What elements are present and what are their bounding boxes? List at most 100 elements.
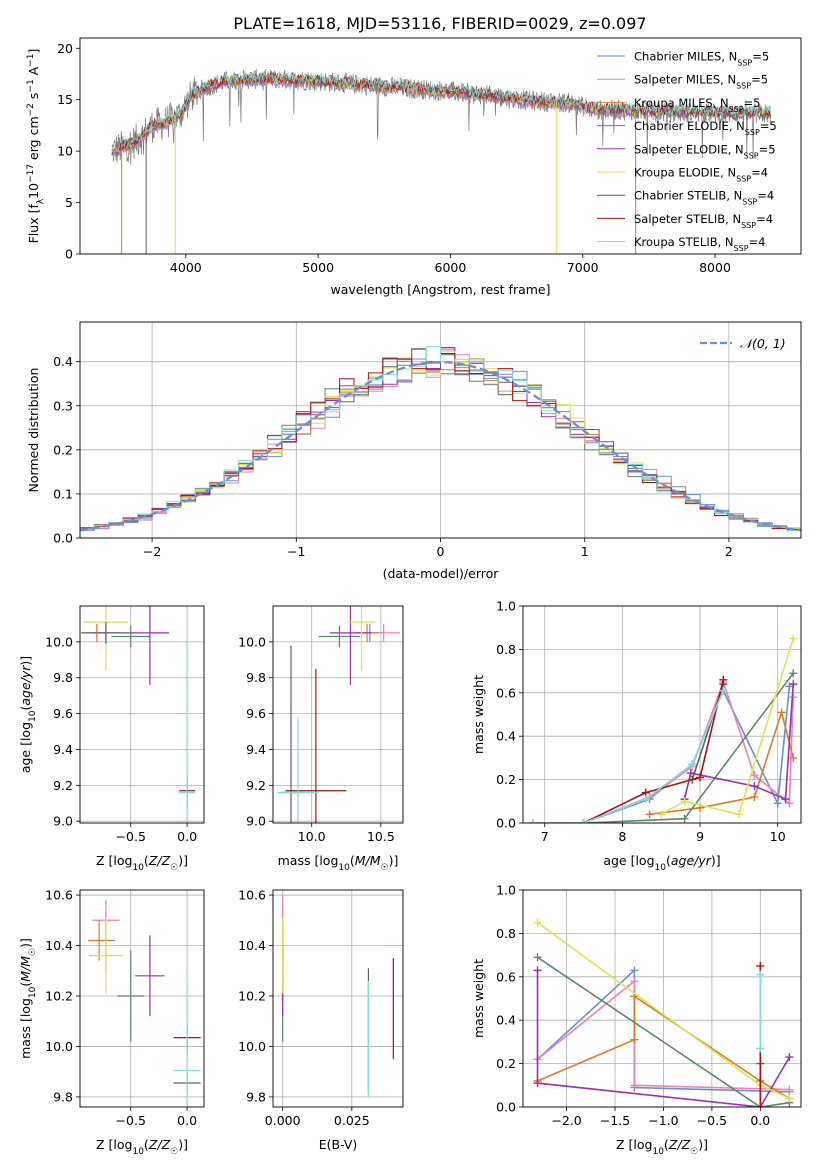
series-marker-chabrier_miles xyxy=(773,799,782,808)
series-marker-kroupa_elodie xyxy=(785,1094,794,1103)
legend-label-chabrier_miles: Chabrier MILES, NSSP=5 xyxy=(634,50,769,68)
y-tick-label: 9.4 xyxy=(53,742,73,757)
series-line-salpeter_miles xyxy=(533,679,794,823)
y-axis-label: mass weight xyxy=(471,675,486,754)
plot-area-massweight-vs-age xyxy=(529,634,798,823)
series-marker-salpeter_elodie xyxy=(750,782,759,791)
series-marker-salpeter_elodie xyxy=(686,769,695,778)
x-axis-label: E(B-V) xyxy=(319,1137,358,1152)
x-tick-label: 0.0 xyxy=(177,829,197,844)
x-axis-label: age [log10(age/yr)] xyxy=(603,853,720,873)
y-tick-label: 0.8 xyxy=(496,926,516,941)
y-tick-label: 10.4 xyxy=(45,938,73,953)
x-tick-label: 7 xyxy=(541,829,549,844)
x-tick-label: 7000 xyxy=(567,260,599,275)
legend-spectrum: Chabrier MILES, NSSP=5 Salpeter MILES, NS… xyxy=(597,50,777,253)
y-tick-label: 0.6 xyxy=(496,969,516,984)
panel-age-vs-Z: −0.5 0.0 9.0 9.2 9.4 9.6 9.8 10.0 Z [log10(Z/Z☉)… xyxy=(18,605,205,873)
y-tick-label: 10 xyxy=(57,144,73,159)
y-axis-label: mass [log10(M/M☉)] xyxy=(18,938,38,1059)
y-tick-label: 0.8 xyxy=(496,642,516,657)
gaussian-curve xyxy=(80,360,801,532)
legend-label-salpeter_elodie: Salpeter ELODIE, NSSP=5 xyxy=(634,142,776,160)
plot-area-mass-vs-EBV xyxy=(282,895,394,1097)
series-marker-kroupa_stelib xyxy=(756,970,765,979)
x-tick-label: 6000 xyxy=(435,260,467,275)
y-tick-label: 10.0 xyxy=(45,1039,73,1054)
axes-frame xyxy=(272,889,404,1108)
axes-frame xyxy=(79,321,802,539)
series-marker-kroupa_elodie xyxy=(734,810,743,819)
y-tick-label: 9.8 xyxy=(246,670,266,685)
plot-area-spectrum xyxy=(111,68,771,254)
plot-area-age-vs-mass xyxy=(277,606,401,823)
x-axis-label: Z [log10(Z/Z☉)] xyxy=(616,1137,708,1157)
legend-label-kroupa_elodie: Kroupa ELODIE, NSSP=4 xyxy=(634,166,768,184)
series-marker-salpeter_elodie xyxy=(533,966,542,975)
series-marker-kroupa_stelib xyxy=(641,795,650,804)
y-tick-label: 0.4 xyxy=(496,1013,516,1028)
axes-frame xyxy=(522,605,802,824)
series-marker-kroupa_elodie xyxy=(657,810,666,819)
y-tick-label: 0.0 xyxy=(496,1100,516,1115)
x-tick-label: −2.0 xyxy=(551,1113,581,1128)
axes-frame xyxy=(522,889,802,1108)
series-marker-salpeter_miles xyxy=(630,977,639,986)
series-marker-salpeter_miles xyxy=(785,799,794,808)
series-marker-kroupa_stelib xyxy=(529,819,538,823)
y-tick-label: 9.0 xyxy=(53,814,73,829)
series-marker-kroupa_miles xyxy=(789,753,798,762)
x-tick-label: 10 xyxy=(770,829,786,844)
panel-mass-vs-EBV: 0.000 0.025 9.8 10.0 10.2 10.4 10.6 E(B-V) xyxy=(238,888,404,1152)
series-line-kroupa_miles xyxy=(649,709,794,816)
y-tick-label: 10.0 xyxy=(238,1039,266,1054)
series-line-salpeter_elodie xyxy=(536,970,791,1107)
panel-mass-vs-Z: −0.5 0.0 9.8 10.0 10.2 10.4 10.6 Z [log10(Z/Z☉)… xyxy=(18,888,205,1157)
x-tick-label: 0.000 xyxy=(265,1113,301,1128)
series-marker-salpeter_stelib xyxy=(696,773,705,782)
y-tick-label: 9.6 xyxy=(53,706,73,721)
panel-residuals: −2 −1 0 1 2 0.0 0.1 0.2 0.3 0.4 𝒩(0, 1) (data-model… xyxy=(26,321,802,581)
series-marker-salpeter_stelib xyxy=(756,961,765,970)
y-tick-label: 0.4 xyxy=(53,354,73,369)
plot-area-mass-vs-Z xyxy=(87,900,201,1107)
y-axis-label: age [log10(age/yr)] xyxy=(18,656,38,773)
x-tick-label: 0.0 xyxy=(750,1113,770,1128)
x-tick-label: −2 xyxy=(143,544,161,559)
y-tick-label: 0.0 xyxy=(496,816,516,831)
panel-massweight-vs-age: 7 8 9 10 0.0 0.2 0.4 0.6 0.8 1.0 age [log10(age/yr… xyxy=(471,599,802,873)
series-marker-salpeter_miles xyxy=(630,1081,639,1090)
series-marker-kroupa_stelib xyxy=(756,1044,765,1053)
series-marker-kroupa_stelib xyxy=(719,686,728,695)
y-tick-label: 9.8 xyxy=(53,1089,73,1104)
y-tick-label: 10.2 xyxy=(45,988,73,1003)
y-tick-label: 0.2 xyxy=(496,1056,516,1071)
x-tick-label: 0.025 xyxy=(334,1113,370,1128)
series-line-chabrier_elodie xyxy=(537,956,790,1107)
series-marker-kroupa_elodie xyxy=(680,797,689,806)
x-axis-label: Z [log10(Z/Z☉)] xyxy=(96,1137,188,1157)
y-tick-label: 10.2 xyxy=(238,988,266,1003)
series-marker-chabrier_miles xyxy=(630,966,639,975)
x-axis-label: mass [log10(M/M☉)] xyxy=(278,853,399,873)
x-tick-label: 10.5 xyxy=(367,829,395,844)
y-tick-label: 0.6 xyxy=(496,685,516,700)
x-tick-label: 10.0 xyxy=(298,829,326,844)
x-tick-label: 2 xyxy=(725,544,733,559)
y-tick-label: 20 xyxy=(57,41,73,56)
y-tick-label: 9.2 xyxy=(246,778,266,793)
x-tick-label: 8 xyxy=(618,829,626,844)
series-marker-kroupa_miles xyxy=(750,792,759,801)
series-marker-kroupa_elodie xyxy=(789,634,798,643)
y-tick-label: 15 xyxy=(57,92,73,107)
y-tick-label: 0.2 xyxy=(53,442,73,457)
axes-frame xyxy=(272,605,404,824)
x-tick-label: −0.5 xyxy=(116,829,146,844)
plot-area-residuals xyxy=(80,346,801,532)
y-tick-label: 9.4 xyxy=(246,742,266,757)
x-tick-label: 4000 xyxy=(170,260,202,275)
y-axis-label: Flux [fλ10−17 erg cm−2 s−1 A−1] xyxy=(26,49,46,244)
x-tick-label: 0 xyxy=(437,544,445,559)
